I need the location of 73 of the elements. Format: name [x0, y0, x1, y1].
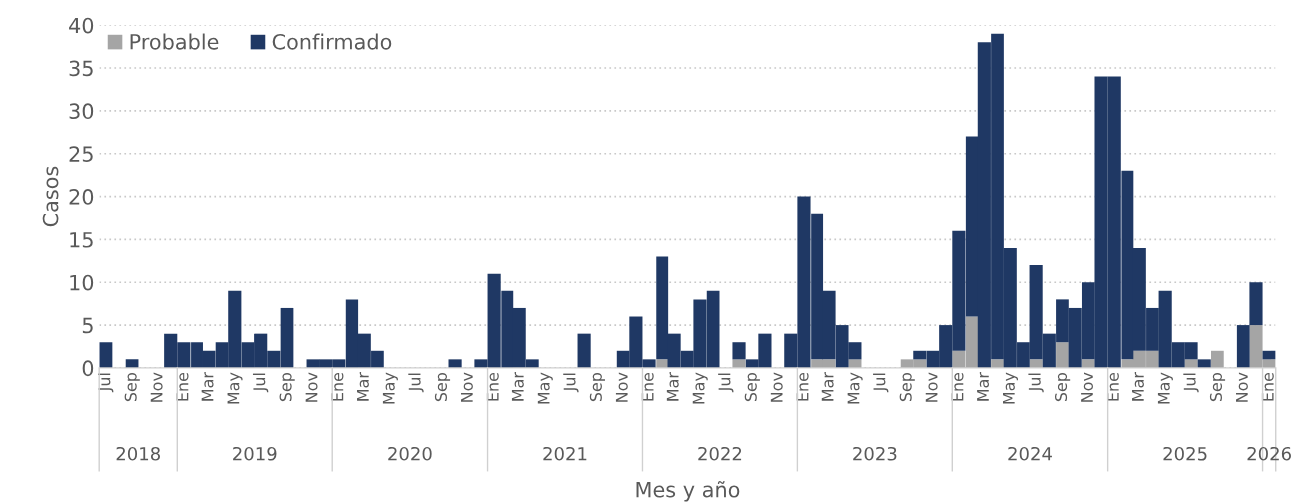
x-tick-label: Jul: [408, 373, 424, 393]
bar: [991, 359, 1004, 368]
x-tick-label: Mar: [511, 372, 524, 401]
bar: [1029, 359, 1043, 368]
bar: [448, 359, 462, 368]
x-tick-label: Nov: [615, 372, 628, 402]
text: 2024: [1008, 446, 1052, 461]
x-tick-label: May: [847, 372, 863, 404]
x-tick-label: Sep: [1209, 372, 1226, 402]
x-tick-label: Nov: [305, 372, 318, 402]
x-tick-label: Jul: [1183, 373, 1199, 393]
x-tick-label: Nov: [1081, 372, 1093, 402]
y-tick-label: 20: [69, 189, 94, 205]
bar: [732, 342, 746, 360]
legend-label: Probable: [130, 33, 219, 50]
x-tick-label: May: [537, 372, 553, 404]
x-tick-label: Mar: [977, 372, 989, 401]
bar: [1197, 359, 1211, 368]
x-tick-label: May: [1003, 372, 1018, 404]
x-tick-label: Sep: [434, 372, 451, 402]
x-tick-label: Sep: [1055, 372, 1071, 402]
text: 2023: [853, 446, 897, 461]
bar: [1210, 350, 1224, 368]
x-tick-label: Mar: [821, 372, 834, 401]
bar: [1056, 342, 1069, 368]
text: 2021: [543, 446, 587, 461]
x-tick-label: May: [382, 372, 398, 404]
text: 2019: [233, 446, 277, 461]
y-tick-label: 25: [69, 146, 93, 162]
x-tick-label: Nov: [1236, 372, 1248, 402]
x-tick-label: Mar: [201, 372, 214, 401]
text: 2018: [116, 446, 160, 461]
x-tick-label: Nov: [461, 372, 473, 402]
bar: [99, 342, 113, 368]
y-tick-label: 40: [69, 17, 94, 34]
x-tick-label: Mar: [357, 372, 369, 401]
x-tick-label: Sep: [744, 372, 760, 402]
bar: [1184, 359, 1198, 368]
x-tick-label: Sep: [589, 372, 605, 402]
x-tick-label: Jul: [252, 373, 269, 393]
y-tick-label: 35: [69, 60, 93, 77]
x-tick-label: Sep: [899, 372, 915, 402]
x-tick-label: Nov: [150, 372, 163, 402]
x-tick-label: Nov: [770, 372, 783, 402]
x-tick-label: Jul: [563, 373, 579, 393]
y-tick-label: 10: [70, 274, 94, 291]
x-tick-label: Jul: [98, 373, 114, 393]
x-tick-label: Nov: [925, 372, 938, 402]
text: 2022: [698, 446, 742, 461]
legend-label: Confirmado: [272, 33, 392, 50]
x-tick-label: Jul: [718, 373, 734, 393]
y-tick-label: 5: [82, 317, 93, 334]
bar: [577, 333, 591, 368]
text: 2025: [1163, 446, 1207, 461]
x-tick-label: May: [692, 372, 708, 404]
x-tick-label: May: [227, 372, 243, 404]
text: 2026: [1247, 446, 1291, 461]
bar: [656, 359, 669, 368]
x-tick-label: Mar: [1132, 372, 1144, 401]
y-axis-title: Casos: [42, 166, 59, 227]
x-tick-label: Jul: [1028, 373, 1044, 393]
x-tick-label: Sep: [124, 372, 140, 402]
x-tick-label: May: [1157, 372, 1173, 404]
x-axis-title: Mes y año: [636, 481, 740, 502]
text: 2020: [388, 446, 432, 461]
x-tick-label: Sep: [279, 372, 295, 402]
y-tick-label: 15: [70, 232, 93, 248]
x-tick-label: Mar: [666, 372, 679, 401]
y-tick-label: 30: [69, 103, 94, 120]
bar: [732, 359, 746, 368]
x-tick-label: Jul: [873, 373, 889, 393]
y-tick-label: 0: [82, 360, 94, 377]
x-tick-label: Ene: [331, 372, 344, 401]
